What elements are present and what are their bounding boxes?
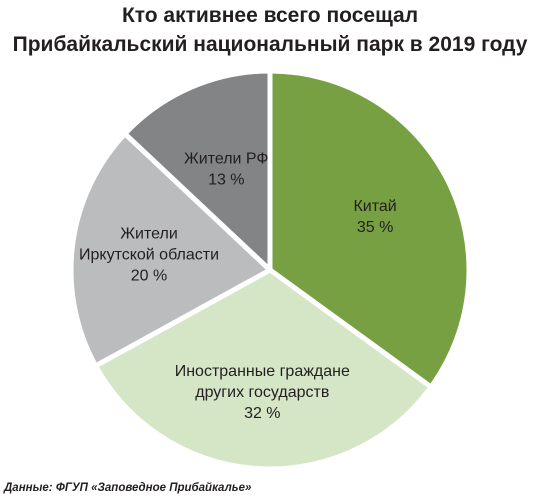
- slice-category-label: Китай: [353, 198, 396, 215]
- chart-title-line-1: Кто активнее всего посещал: [121, 4, 419, 27]
- slice-value-label: 32 %: [244, 405, 280, 422]
- slice-label-4: Жители РФ 13 %: [184, 151, 269, 189]
- data-source-note: Данные: ФГУП «Заповедное Прибайкалье»: [4, 482, 252, 494]
- pie-slice-4: [122, 68, 273, 273]
- slice-category-label: Иркутской области: [79, 247, 219, 264]
- slice-category-label: Жители: [120, 226, 178, 243]
- pie-slice-2: [93, 267, 434, 472]
- slice-category-label: других государств: [195, 384, 329, 401]
- pie-slice-1: [267, 68, 472, 390]
- slice-category-label: Иностранные граждане: [175, 363, 350, 380]
- slice-value-label: 13 %: [208, 172, 244, 189]
- pie-slice-3: [68, 131, 273, 369]
- slice-value-label: 35 %: [357, 219, 393, 236]
- slice-label-1: Китай 35 %: [353, 198, 396, 236]
- slice-value-label: 20 %: [131, 268, 167, 285]
- slice-label-3: Жители Иркутской области 20 %: [79, 226, 219, 285]
- slice-category-label: Жители РФ: [184, 151, 269, 168]
- slice-label-2: Иностранные граждане других государств 32 …: [175, 363, 350, 422]
- chart-title-line-2: Прибайкальский национальный парк в 2019 …: [12, 33, 528, 56]
